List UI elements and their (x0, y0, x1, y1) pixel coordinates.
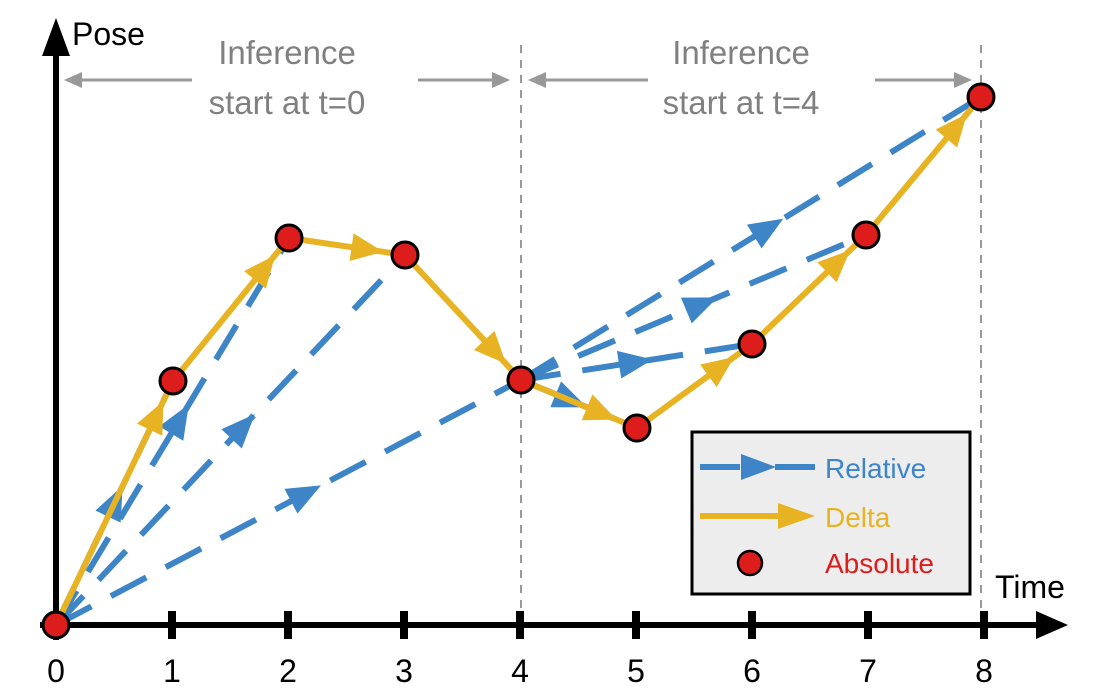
x-axis-label: Time (995, 569, 1065, 605)
delta-arrow (288, 235, 406, 258)
x-axis-ticks: 0 1 2 3 4 5 6 7 8 (47, 611, 993, 689)
window1-label-line2: start at t=0 (209, 84, 366, 121)
delta-arrow (519, 377, 639, 431)
arrowhead (221, 414, 255, 449)
window2-label-line2: start at t=4 (663, 84, 820, 121)
absolute-point (506, 365, 536, 395)
x-tick-label: 2 (279, 653, 297, 689)
arrowhead (159, 404, 189, 441)
arrowhead (349, 233, 384, 262)
absolute-point (390, 240, 420, 270)
arrowhead (284, 485, 322, 514)
arrowhead (137, 400, 164, 436)
x-tick-label: 4 (511, 653, 529, 689)
arrowhead (581, 394, 617, 421)
absolute-point (158, 366, 188, 396)
x-tick-label: 5 (627, 653, 645, 689)
arrowhead (244, 255, 276, 289)
relative-arrow (54, 377, 523, 628)
x-axis-arrowhead (1036, 611, 1068, 639)
relative-arrow (520, 341, 753, 383)
arrowhead (935, 113, 967, 148)
x-tick-label: 8 (975, 653, 993, 689)
legend-delta-sample (700, 503, 815, 529)
absolute-point (41, 610, 71, 640)
arrowhead (680, 297, 718, 324)
legend-relative-label: Relative (825, 453, 926, 484)
legend: Relative Delta Absolute (690, 430, 972, 596)
legend-relative-sample (700, 454, 815, 480)
x-tick-label: 3 (395, 653, 413, 689)
relative-arrow (519, 94, 983, 383)
inference-window-2: Inference start at t=4 (528, 34, 972, 121)
absolute-point (737, 329, 767, 359)
delta-arrows (53, 95, 984, 627)
inference-window-1: Inference start at t=0 (64, 34, 510, 121)
absolute-points (41, 82, 996, 640)
arrowhead (817, 250, 851, 283)
absolute-point (622, 413, 652, 443)
arrowhead (616, 350, 653, 379)
window1-label-line1: Inference (218, 34, 356, 71)
legend-absolute-label: Absolute (825, 548, 934, 579)
x-tick-label: 1 (163, 653, 181, 689)
arrowhead (746, 218, 784, 249)
absolute-point (851, 220, 881, 250)
arrowhead (700, 356, 735, 388)
legend-absolute-sample (736, 549, 764, 577)
legend-delta-label: Delta (825, 502, 891, 533)
x-tick-label: 6 (743, 653, 761, 689)
x-tick-label: 0 (47, 653, 65, 689)
absolute-point (966, 82, 996, 112)
arrowhead (474, 330, 507, 364)
absolute-point (274, 223, 304, 253)
window2-label-line1: Inference (672, 34, 810, 71)
x-tick-label: 7 (859, 653, 877, 689)
relative-arrow (53, 252, 408, 628)
y-axis-label: Pose (72, 16, 145, 52)
y-axis-arrowhead (42, 18, 70, 56)
